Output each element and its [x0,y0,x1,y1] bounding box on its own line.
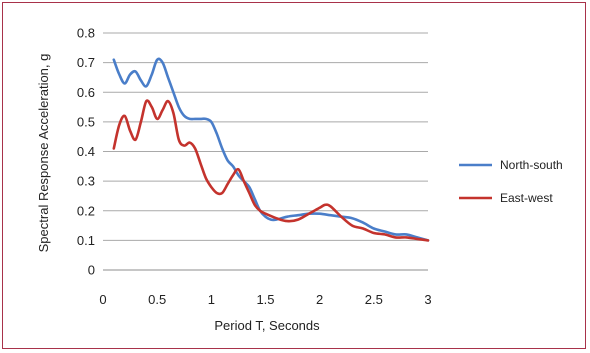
y-tick-label: 0 [88,263,95,278]
y-tick-label: 0.8 [77,26,95,41]
y-tick-label: 0.1 [77,233,95,248]
x-tick-label: 3 [424,292,431,307]
x-tick-label: 0.5 [148,292,166,307]
y-tick-label: 0.4 [77,144,95,159]
series-lines [112,57,430,242]
legend: North-south East-west [459,158,563,205]
x-tick-label: 2 [316,292,323,307]
x-tick-label: 1.5 [256,292,274,307]
gridlines [103,32,428,241]
x-tick-label: 0 [99,292,106,307]
y-tick-label: 0.7 [77,55,95,70]
line-chart: 0 0.5 1 1.5 2 2.5 3 00.10.20.30.40.50.60.70.8 … [36,26,563,334]
legend-label: North-south [500,158,563,172]
y-tick-label: 0.5 [77,114,95,129]
y-axis-title: Spectral Response Acceleration, g [36,54,51,253]
series-line-north-south [112,57,430,242]
y-tick-label: 0.6 [77,85,95,100]
y-tick-labels: 0 0.1 0.2 0.3 0.4 0.5 0.6 0.7 0.8 [77,26,95,278]
series-line-east-west [112,99,430,242]
legend-label: East-west [500,191,553,205]
x-tick-label: 2.5 [365,292,383,307]
figure-frame: 0 0.5 1 1.5 2 2.5 3 0 0.1 0.2 0.3 0.4 0.5 0.6 0.7 0.8 … [2,2,586,349]
y-tick-label: 0.3 [77,174,95,189]
x-axis-title: Period T, Seconds [214,318,320,333]
x-tick-label: 1 [208,292,215,307]
y-tick-label: 0.2 [77,203,95,218]
x-tick-labels: 0 0.5 1 1.5 2 2.5 3 [99,292,431,307]
